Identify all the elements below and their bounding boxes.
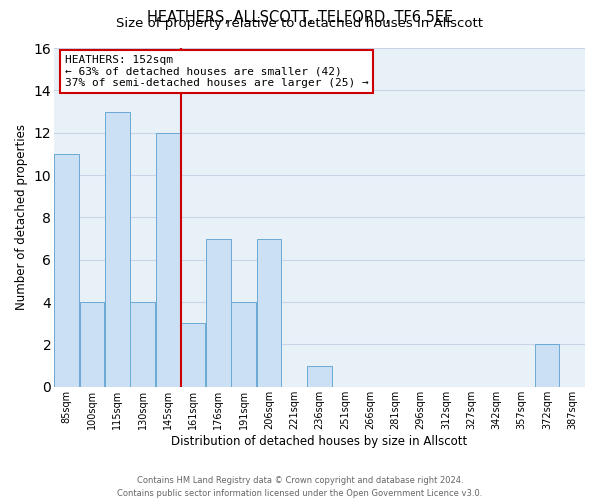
Bar: [105, 112, 130, 387]
Bar: [80, 302, 104, 387]
Text: Contains HM Land Registry data © Crown copyright and database right 2024.
Contai: Contains HM Land Registry data © Crown c…: [118, 476, 482, 498]
Bar: [130, 302, 155, 387]
Bar: [535, 344, 559, 387]
Text: Size of property relative to detached houses in Allscott: Size of property relative to detached ho…: [116, 18, 484, 30]
Y-axis label: Number of detached properties: Number of detached properties: [15, 124, 28, 310]
Text: HEATHERS, ALLSCOTT, TELFORD, TF6 5EE: HEATHERS, ALLSCOTT, TELFORD, TF6 5EE: [147, 10, 453, 25]
Bar: [232, 302, 256, 387]
Bar: [206, 238, 230, 387]
Bar: [181, 324, 205, 387]
Bar: [155, 132, 180, 387]
Bar: [307, 366, 332, 387]
Bar: [257, 238, 281, 387]
Text: HEATHERS: 152sqm
← 63% of detached houses are smaller (42)
37% of semi-detached : HEATHERS: 152sqm ← 63% of detached house…: [65, 55, 368, 88]
Bar: [55, 154, 79, 387]
X-axis label: Distribution of detached houses by size in Allscott: Distribution of detached houses by size …: [172, 434, 467, 448]
